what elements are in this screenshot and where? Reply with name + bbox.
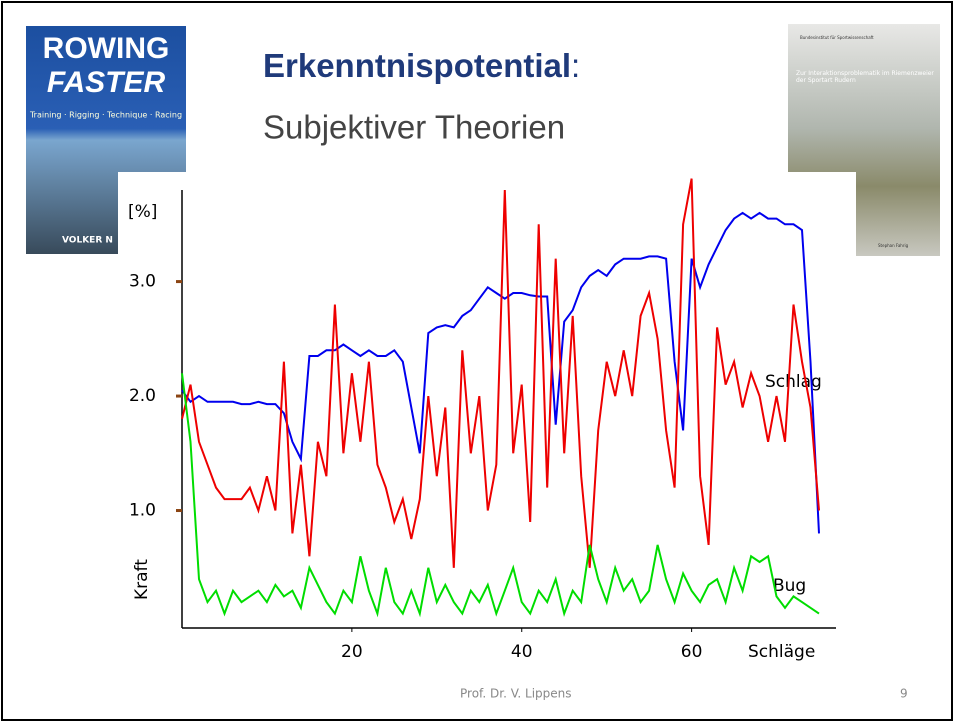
series-line xyxy=(181,178,820,568)
left-cover: ROWING FASTER Training · Rigging · Techn… xyxy=(26,26,186,254)
x-label: Schläge xyxy=(748,642,815,662)
plot: 1.0 2.0 3.0 20 40 60 xyxy=(129,178,820,662)
chart-bg xyxy=(118,172,856,670)
cover-title: ROWING xyxy=(43,32,170,65)
title-colon: : xyxy=(571,47,580,84)
x-tick-label: 20 xyxy=(341,642,363,662)
cover-publisher: Bundesinstitut für Sportwissenschaft xyxy=(800,35,874,40)
annotation: Bug xyxy=(773,576,806,596)
footer: Prof. Dr. V. Lippens xyxy=(460,687,572,701)
cover-title-box: Zur Interaktionsproblematik im Riemenzwe… xyxy=(796,70,934,84)
cover-author: VOLKER N xyxy=(62,236,113,246)
y-tick-label: 3.0 xyxy=(129,272,156,292)
x-tick-label: 40 xyxy=(511,642,533,662)
y-label-top: [%] xyxy=(128,202,157,222)
cover-tagline: Training · Rigging · Technique · Racing xyxy=(29,111,182,120)
x-tick-label: 60 xyxy=(681,642,703,662)
y-tick-label: 2.0 xyxy=(129,386,156,406)
cover-title: FASTER xyxy=(47,66,166,99)
title-main: Erkenntnispotential xyxy=(263,47,571,84)
cover-author: Stephan Fahrig xyxy=(878,243,909,248)
series-line xyxy=(181,373,820,618)
y-tick-label: 1.0 xyxy=(129,501,156,521)
title: Erkenntnispotential: xyxy=(263,47,580,84)
subtitle: Subjektiver Theorien xyxy=(263,109,565,146)
y-label: Kraft xyxy=(132,559,152,600)
annotation: Schlag xyxy=(765,372,822,392)
page-number: 9 xyxy=(900,687,908,701)
cover-title: Zur Interaktionsproblematik im Riemenzwe… xyxy=(796,70,934,84)
